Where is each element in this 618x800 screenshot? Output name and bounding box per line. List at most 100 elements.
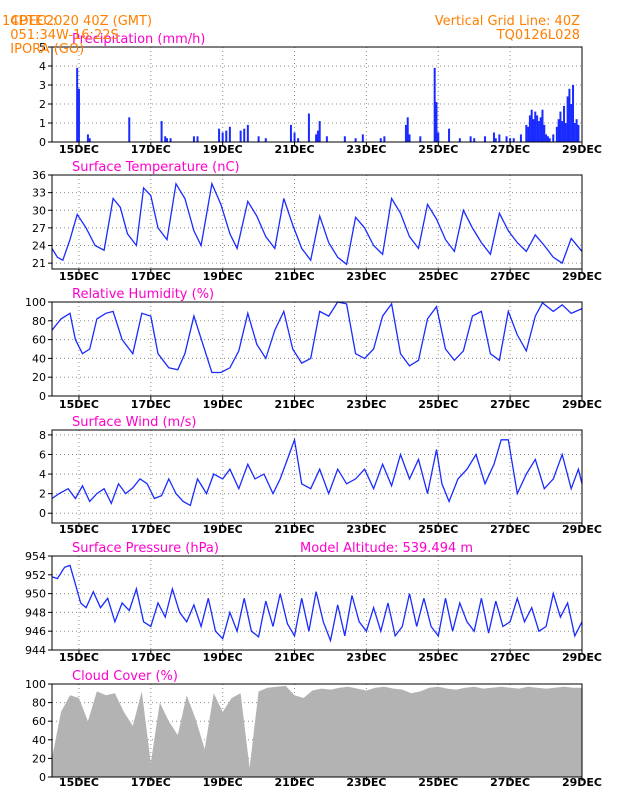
precipitation-mm-h-bar — [228, 126, 231, 142]
relative-humidity-panel: 0 20 40 60 80 100 15DEC 17DEC 19DEC 21DEC 23DEC 25D… — [25, 287, 602, 411]
precipitation-mm-h-bar — [492, 132, 495, 142]
surface-wind-m-s-panel: 0 2 4 6 8 15DEC 17DEC 19DEC 21DEC 23DEC 25DEC 27DEC… — [39, 415, 602, 536]
precipitation-mm-h-bar — [548, 138, 551, 142]
surface-wind-m-s-xtick-label: 17DEC — [131, 523, 171, 536]
precipitation-mm-h-bar — [512, 138, 515, 142]
surface-pressure-hpa-title: Surface Pressure (hPa) — [72, 541, 219, 556]
precipitation-mm-h-bar — [243, 128, 246, 142]
precipitation-mm-h-bar — [315, 134, 318, 142]
relative-humidity-xtick-label: 29DEC — [562, 398, 602, 411]
surface-wind-m-s-xtick-label: 21DEC — [275, 523, 315, 536]
precipitation-mm-h-bar — [225, 130, 228, 142]
cloud-cover-ytick-label: 100 — [25, 678, 46, 691]
header-station: IPORA (GO) — [10, 42, 85, 57]
precipitation-mm-h-bar — [572, 85, 575, 142]
precipitation-mm-h-bar — [246, 124, 249, 142]
cloud-cover-ytick-label: 20 — [32, 752, 46, 765]
surface-pressure-hpa-xtick-label: 15DEC — [59, 651, 99, 664]
relative-humidity-title: Relative Humidity (%) — [72, 287, 214, 302]
surface-temperature-nc-ytick-label: 36 — [32, 169, 46, 182]
relative-humidity-ytick-label: 100 — [25, 296, 46, 309]
surface-wind-m-s-ytick-label: 0 — [39, 507, 46, 520]
precipitation-mm-h-bar — [361, 134, 364, 142]
surface-pressure-hpa-panel: 944 946 948 950 952 954 15DEC 17DEC 19DEC 21DEC 23… — [25, 541, 602, 664]
precipitation-mm-h-ytick-label: 5 — [39, 41, 46, 54]
precipitation-mm-h-bar — [539, 117, 542, 142]
surface-temperature-nc-panel: 21 24 27 30 33 36 15DEC 17DEC 19DEC 21DEC 23DEC 25D… — [32, 160, 602, 283]
surface-pressure-hpa-xtick-label: 25DEC — [418, 651, 458, 664]
surface-temperature-nc-line — [51, 181, 583, 266]
precipitation-mm-h-title: Precipitation (mm/h) — [72, 32, 205, 47]
precipitation-mm-h-bar — [563, 105, 566, 142]
precipitation-mm-h-bar — [435, 102, 438, 142]
cloud-cover-xtick-label: 27DEC — [490, 776, 530, 789]
precipitation-mm-h-bar — [307, 113, 310, 142]
surface-temperature-nc-ytick-label: 24 — [32, 240, 46, 253]
surface-temperature-nc-ytick-label: 30 — [32, 204, 46, 217]
precipitation-mm-h-bar — [88, 138, 91, 142]
precipitation-mm-h-bar — [525, 124, 528, 142]
precipitation-mm-h-bar — [325, 136, 328, 142]
cloud-cover-area — [52, 685, 582, 777]
precipitation-mm-h-bar — [577, 124, 580, 142]
surface-temperature-nc-xtick-label: 25DEC — [418, 270, 458, 283]
surface-wind-m-s-xtick-label: 27DEC — [490, 523, 530, 536]
surface-temperature-nc-xtick-label: 27DEC — [490, 270, 530, 283]
precipitation-mm-h-bar — [221, 132, 224, 142]
surface-temperature-nc-frame — [51, 174, 583, 270]
precipitation-mm-h-bar — [575, 119, 578, 142]
surface-wind-m-s-xtick-label: 25DEC — [418, 523, 458, 536]
surface-temperature-nc-ytick-label: 33 — [32, 187, 46, 200]
precipitation-mm-h-bar — [494, 138, 497, 142]
precipitation-mm-h-bar — [543, 124, 546, 142]
surface-temperature-nc-xtick-label: 29DEC — [562, 270, 602, 283]
relative-humidity-xtick-label: 23DEC — [346, 398, 386, 411]
precipitation-mm-h-bar — [239, 130, 242, 142]
cloud-cover-xtick-label: 19DEC — [203, 776, 243, 789]
relative-humidity-xtick-label: 21DEC — [275, 398, 315, 411]
precipitation-mm-h-bar — [343, 136, 346, 142]
precipitation-mm-h-bar — [559, 111, 562, 142]
precipitation-mm-h-bar — [165, 138, 168, 142]
precipitation-mm-h-bar — [437, 132, 440, 142]
precipitation-mm-h-bar — [545, 134, 548, 142]
surface-pressure-hpa-frame — [51, 555, 583, 651]
header-run: 14DEC2020 40Z (GMT) — [2, 14, 153, 29]
precipitation-mm-h-bar — [448, 128, 451, 142]
cloud-cover-ytick-label: 40 — [32, 734, 46, 747]
precipitation-mm-h-bar — [566, 96, 569, 142]
precipitation-mm-h-xtick-label: 19DEC — [203, 143, 243, 156]
precipitation-mm-h-bar — [555, 126, 558, 142]
cloud-cover-ytick-label: 0 — [39, 771, 46, 784]
cloud-cover-xtick-label: 17DEC — [131, 776, 171, 789]
surface-wind-m-s-frame — [51, 429, 583, 524]
header-source: CPTEC: — [10, 14, 57, 29]
cloud-cover-xtick-label: 21DEC — [275, 776, 315, 789]
surface-temperature-nc-title: Surface Temperature (nC) — [72, 160, 240, 175]
surface-wind-m-s-ytick-label: 8 — [39, 429, 46, 442]
surface-wind-m-s-xtick-label: 19DEC — [203, 523, 243, 536]
precipitation-mm-h-bar — [528, 115, 531, 142]
surface-pressure-hpa-xtick-label: 17DEC — [131, 651, 171, 664]
relative-humidity-xtick-label: 27DEC — [490, 398, 530, 411]
surface-pressure-hpa-xtick-label: 23DEC — [346, 651, 386, 664]
surface-temperature-nc-ytick-label: 27 — [32, 222, 46, 235]
surface-wind-m-s-title: Surface Wind (m/s) — [72, 415, 196, 430]
precipitation-mm-h-bar — [379, 138, 382, 142]
precipitation-mm-h-bar — [419, 136, 422, 142]
precipitation-mm-h-bar — [541, 109, 544, 142]
header-location: 051:34W-16:22S — [10, 28, 119, 43]
surface-wind-m-s-ytick-label: 6 — [39, 448, 46, 461]
precipitation-mm-h-bar — [128, 117, 131, 142]
surface-pressure-hpa-ytick-label: 950 — [25, 588, 46, 601]
precipitation-mm-h-bar — [534, 111, 537, 142]
precipitation-mm-h-bar — [218, 128, 221, 142]
surface-wind-m-s-xtick-label: 23DEC — [346, 523, 386, 536]
surface-pressure-hpa-xtick-label: 29DEC — [562, 651, 602, 664]
cloud-cover-xtick-label: 29DEC — [562, 776, 602, 789]
precipitation-mm-h-bar — [77, 88, 80, 142]
precipitation-mm-h-bar — [297, 138, 300, 142]
precipitation-mm-h-bar — [536, 115, 539, 142]
relative-humidity-ytick-label: 40 — [32, 352, 46, 365]
precipitation-mm-h-bar — [527, 126, 530, 142]
